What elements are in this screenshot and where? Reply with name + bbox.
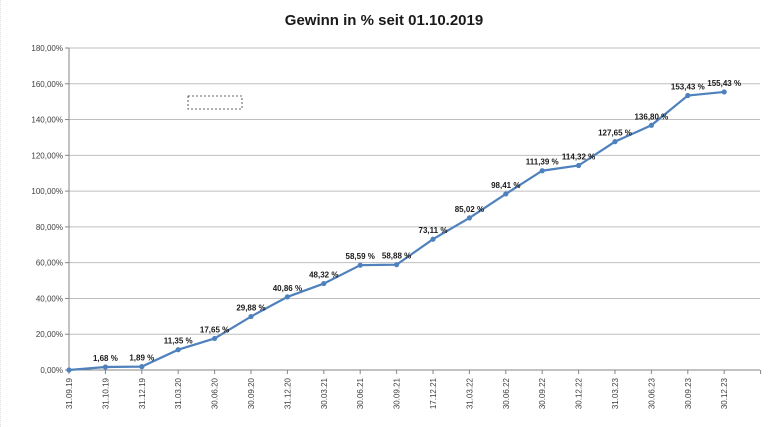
data-label: 58,59 % (346, 252, 375, 261)
data-point (394, 262, 400, 268)
y-tick-label: 0,00% (40, 366, 63, 375)
x-tick-label: 31.12.19 (138, 377, 147, 409)
data-point (466, 215, 472, 221)
data-point (685, 92, 691, 99)
data-label: 127,65 % (598, 129, 632, 138)
x-tick-label: 31.03.23 (611, 377, 620, 409)
data-point (102, 364, 108, 370)
x-tick-label: 30.12.23 (720, 377, 729, 409)
y-tick-label: 60,00% (36, 259, 63, 268)
data-label: 114,32 % (562, 152, 595, 161)
data-markers (66, 89, 727, 373)
x-axis: 31.09.19 31.10.19 31.12.19 31.03.20 30.06.20… (65, 369, 762, 409)
y-tick-label: 160,00% (31, 80, 63, 89)
x-tick-label: 30.06.23 (647, 377, 656, 409)
data-label: 29,88 % (236, 304, 265, 313)
data-label: 85,02 % (455, 205, 484, 214)
x-tick-label: 31.10.19 (101, 377, 110, 409)
y-tick-label: 180,00% (31, 44, 63, 53)
data-label: 136,80 % (634, 112, 668, 121)
x-tick-label: 30.12.22 (575, 377, 584, 409)
data-label: 98,41 % (491, 181, 520, 190)
data-point (284, 294, 290, 300)
x-tick-label: 31.09.19 (65, 377, 74, 409)
data-label: 58,88 % (382, 252, 411, 261)
y-tick-label: 80,00% (36, 223, 63, 232)
data-point (139, 364, 145, 370)
data-point (648, 122, 655, 128)
x-tick-label: 30.09.23 (684, 377, 693, 409)
x-tick-label: 30.09.21 (393, 377, 402, 409)
x-tick-label: 30.09.20 (247, 377, 256, 409)
data-label: 1,89 % (129, 354, 154, 363)
x-tick-label: 31.12.20 (283, 377, 292, 409)
data-point (576, 162, 582, 169)
data-point (321, 280, 327, 287)
sheet-border (0, 0, 3, 427)
data-label: 155,43 % (707, 79, 741, 88)
data-point (503, 191, 509, 197)
selection-box[interactable] (187, 95, 243, 110)
data-point (66, 367, 72, 373)
x-tick-label: 30.06.22 (502, 377, 511, 409)
x-tick-label: 30.06.21 (356, 377, 365, 409)
chart-title: Gewinn in % seit 01.10.2019 (284, 12, 484, 29)
data-point (612, 139, 618, 145)
data-label: 1,68 % (93, 354, 118, 363)
data-point (357, 262, 363, 268)
data-label: 40,86 % (273, 284, 302, 293)
y-tick-label: 120,00% (31, 151, 63, 160)
x-tick-label: 31.03.20 (174, 377, 183, 409)
data-point (539, 168, 545, 174)
x-tick-label: 30.03.21 (320, 377, 329, 409)
x-tick-label: 17.12.21 (429, 377, 438, 409)
data-point (175, 347, 181, 353)
data-labels: 1,68 % 1,89 % 11,35 % 17,65 % 29,88 % 40,86 %… (93, 79, 741, 363)
y-tick-label: 140,00% (31, 116, 63, 125)
y-tick-label: 100,00% (31, 187, 63, 196)
x-tick-label: 30.06.20 (211, 377, 220, 409)
gridlines (69, 47, 760, 335)
data-label: 17,65 % (200, 325, 229, 334)
data-point (721, 89, 727, 95)
data-point (430, 236, 436, 242)
data-label: 11,35 % (164, 337, 193, 346)
data-label: 48,32 % (309, 271, 338, 280)
data-label: 111,39 % (526, 158, 559, 167)
data-point (248, 313, 254, 320)
x-tick-label: 30.09.22 (538, 377, 547, 409)
y-tick-label: 20,00% (36, 330, 63, 339)
y-axis: 0,00% 20,00% 40,00% 60,00% 80,00% 100,00% 120,… (31, 44, 70, 375)
data-label: 153,43 % (671, 83, 705, 92)
y-tick-label: 40,00% (36, 294, 63, 303)
x-tick-label: 31.03.22 (465, 377, 474, 409)
data-label: 73,11 % (419, 226, 448, 235)
data-point (212, 335, 218, 342)
